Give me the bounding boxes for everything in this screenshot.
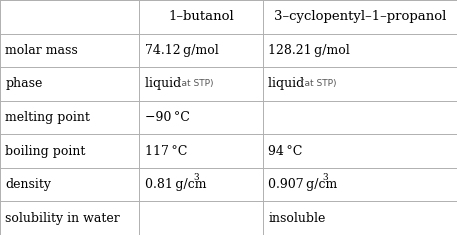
Text: −90 °C: −90 °C — [145, 111, 190, 124]
Text: 0.907 g/cm: 0.907 g/cm — [268, 178, 338, 191]
Text: boiling point: boiling point — [5, 145, 86, 158]
Text: molar mass: molar mass — [5, 44, 78, 57]
Text: liquid: liquid — [145, 77, 189, 90]
Text: liquid: liquid — [268, 77, 313, 90]
Text: 0.81 g/cm: 0.81 g/cm — [145, 178, 207, 191]
Text: 3–cyclopentyl–1–propanol: 3–cyclopentyl–1–propanol — [274, 10, 446, 23]
Text: (at STP): (at STP) — [178, 79, 213, 88]
Text: solubility in water: solubility in water — [5, 212, 120, 225]
Text: 3: 3 — [193, 173, 199, 182]
Text: 3: 3 — [322, 173, 328, 182]
Text: 117 °C: 117 °C — [145, 145, 187, 158]
Text: phase: phase — [5, 77, 43, 90]
Text: 94 °C: 94 °C — [268, 145, 303, 158]
Text: insoluble: insoluble — [268, 212, 326, 225]
Text: 74.12 g/mol: 74.12 g/mol — [145, 44, 218, 57]
Text: 1–butanol: 1–butanol — [168, 10, 234, 23]
Text: (at STP): (at STP) — [301, 79, 337, 88]
Text: melting point: melting point — [5, 111, 90, 124]
Text: density: density — [5, 178, 52, 191]
Text: 128.21 g/mol: 128.21 g/mol — [268, 44, 350, 57]
